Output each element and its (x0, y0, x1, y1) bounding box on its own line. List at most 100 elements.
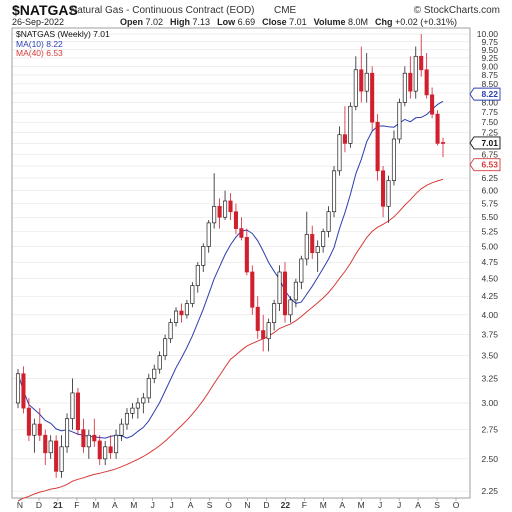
x-tick-label: M (358, 500, 365, 510)
y-tick-label: 10.00 (477, 29, 499, 39)
candle (32, 423, 37, 436)
x-tick-label: J (151, 500, 155, 510)
candle (15, 373, 21, 404)
x-tick-label: M (320, 500, 327, 510)
y-tick-label: 2.50 (481, 454, 498, 464)
ohlc-volume: Volume 8.0M (314, 17, 368, 27)
plot-frame (11, 27, 471, 499)
y-tick-label: 2.75 (481, 425, 498, 435)
candle (435, 113, 440, 144)
candle (419, 55, 424, 71)
x-tick-label: O (453, 500, 460, 510)
x-tick-label: F (302, 500, 307, 510)
candle (250, 271, 255, 308)
candle (48, 440, 53, 454)
candle (206, 222, 211, 247)
candle (310, 234, 315, 253)
candle (304, 234, 309, 260)
x-tick-label: S (207, 500, 213, 510)
x-tick-label: D (263, 500, 269, 510)
x-tick-label: J (170, 500, 174, 510)
ohlc-low: Low 6.69 (217, 17, 255, 27)
candles (15, 34, 446, 478)
y-tick-label: 6.75 (481, 149, 498, 159)
x-tick-label: 21 (53, 500, 63, 510)
candle (293, 281, 298, 301)
ohlc-close: Close 7.01 (262, 17, 307, 27)
price-tag: 8.22 (469, 87, 501, 101)
ohlc-high: High 7.13 (170, 17, 210, 27)
candle (81, 429, 86, 448)
candle (337, 134, 342, 172)
x-tick-label: J (397, 500, 401, 510)
ohlc-open: Open 7.02 (120, 17, 163, 27)
candle (64, 418, 70, 448)
y-tick-label: 9.50 (481, 45, 498, 55)
y-tick-label: 5.25 (481, 227, 498, 237)
candle (146, 378, 151, 399)
candle (413, 55, 418, 92)
candle (201, 246, 206, 266)
candle (288, 299, 293, 316)
candle (86, 434, 91, 448)
y-tick-label: 8.00 (481, 97, 498, 107)
candle (370, 72, 375, 123)
ohlc-chg: Chg +0.02 (+0.31%) (375, 17, 457, 27)
candle (342, 134, 347, 144)
x-tick-label: M (92, 500, 99, 510)
candle (103, 446, 108, 460)
candle (37, 423, 42, 436)
candle (21, 373, 26, 409)
candle (179, 310, 184, 316)
candle (375, 121, 380, 172)
candle (266, 322, 271, 340)
candle (386, 180, 391, 207)
candle (353, 69, 358, 107)
legend-ma40: MA(40) 6.53 (16, 48, 63, 58)
candle (364, 72, 369, 92)
price-tag-label: 8.22 (481, 89, 498, 99)
x-axis: N D 21 F M A M J J A S O N D 22 F M A M J J A S O (17, 498, 460, 510)
price-tags: 8.22 7.01 6.53 (469, 87, 501, 172)
candle (43, 434, 48, 454)
y-tick-label: 6.00 (481, 186, 498, 196)
y-tick-label: 9.00 (481, 61, 498, 71)
y-tick-label: 4.50 (481, 274, 498, 284)
chart-symbol: $NATGAS (12, 2, 78, 18)
candle (408, 72, 413, 92)
y-tick-label: 3.75 (481, 330, 498, 340)
ohlc-summary: Open 7.02 High 7.13 Low 6.69 Close 7.01 Volu… (120, 17, 457, 27)
candle (321, 231, 326, 247)
x-tick-label: F (74, 500, 79, 510)
candle (97, 440, 102, 460)
candle (359, 69, 364, 92)
candle (402, 72, 407, 103)
candle (299, 258, 304, 283)
x-tick-label: O (225, 500, 232, 510)
y-tick-label: 5.50 (481, 212, 498, 222)
candle (331, 170, 337, 213)
x-tick-label: 22 (281, 500, 291, 510)
chart-exchange: CME (274, 5, 297, 16)
candle (195, 265, 200, 286)
x-tick-label: N (244, 500, 250, 510)
candle (114, 434, 119, 454)
candle (168, 322, 173, 340)
y-tick-label: 7.25 (481, 128, 498, 138)
candle (381, 170, 386, 207)
candle (92, 434, 97, 442)
y-tick-label: 5.75 (481, 199, 498, 209)
x-tick-label: A (188, 500, 194, 510)
price-tag: 7.01 (469, 136, 501, 150)
y-tick-label: 9.25 (481, 53, 498, 63)
price-tag-label: 6.53 (481, 160, 498, 170)
candle (277, 271, 282, 304)
price-tag-label: 7.01 (481, 138, 498, 148)
candle (124, 413, 130, 425)
y-tick-label: 5.00 (481, 241, 498, 251)
candle (157, 355, 162, 370)
y-tick-label: 4.75 (481, 257, 498, 267)
candle (233, 211, 238, 229)
candle (54, 440, 59, 472)
candle (315, 246, 320, 253)
